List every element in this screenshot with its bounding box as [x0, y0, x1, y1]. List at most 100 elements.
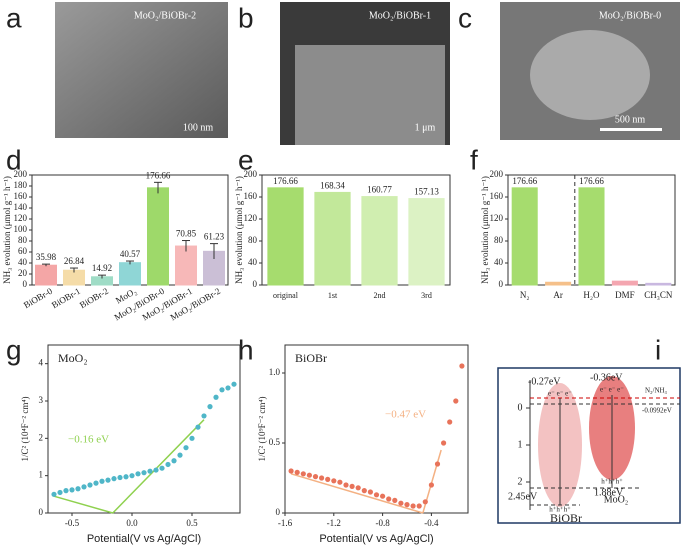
data-point: [165, 461, 171, 468]
band-label: -0.36eV: [590, 372, 623, 383]
value-label: 70.85: [176, 229, 197, 239]
y-axis-label: NH₃ evolution (μmol g⁻¹ h⁻¹): [2, 176, 12, 284]
panel-label: c: [458, 2, 472, 33]
data-point: [447, 419, 453, 425]
panel-label: a: [6, 2, 22, 33]
data-point: [312, 474, 319, 480]
annotation: −0.47 eV: [385, 409, 426, 421]
data-point: [87, 482, 93, 488]
data-point: [355, 485, 361, 491]
band-label: -0.27eV: [528, 376, 561, 387]
value-label: 61.23: [204, 232, 225, 242]
data-point: [57, 489, 63, 496]
sem-particle: [530, 30, 650, 120]
band-diagram: 0 1 2 -0.27eV -0.36eV N₂/NH₃ -0.0992eV 2…: [497, 367, 681, 525]
y-tick-label: 0: [23, 279, 28, 289]
data-point: [434, 461, 441, 467]
y-axis-label: 1/C² (10⁹F⁻² cm⁴): [257, 397, 267, 462]
x-axis-label: Potential(V vs Ag/AgCl): [87, 533, 201, 545]
x-tick-label: -1.2: [327, 518, 341, 528]
image-caption: MoO₂/BiOBr-1: [369, 10, 431, 21]
band-label: 2.45eV: [508, 491, 538, 502]
x-tick-label: BiOBr-0: [22, 286, 55, 311]
bar: [175, 245, 197, 286]
y-tick-label: 40: [18, 257, 28, 267]
x-tick-label: BiOBr-2: [78, 286, 110, 310]
data-point: [63, 488, 69, 494]
data-point: [123, 474, 129, 480]
data-point: [201, 413, 207, 419]
x-tick-label: Ar: [553, 290, 563, 300]
y-tick-label: 160: [490, 191, 504, 201]
bar: [611, 280, 638, 286]
holes: h⁺h⁺h⁺: [601, 478, 623, 486]
data-point: [398, 500, 404, 506]
y-tick-label: 1.0: [269, 367, 281, 377]
data-point: [75, 486, 81, 492]
data-point: [231, 381, 237, 387]
data-point: [325, 476, 331, 482]
x-tick-label: 3rd: [421, 291, 432, 300]
plot-frame: [284, 344, 469, 514]
data-point: [343, 482, 349, 488]
bar: [147, 187, 169, 286]
data-point: [459, 363, 465, 369]
x-tick-label: 0.0: [126, 518, 138, 528]
data-point: [361, 488, 367, 494]
energy-tick-label: 1: [518, 439, 523, 450]
x-tick-label: H₂O: [583, 290, 600, 300]
data-point: [288, 468, 294, 474]
y-tick-label: 1: [39, 470, 44, 480]
holes: h⁺h⁺h⁺: [549, 506, 571, 514]
y-tick-label: 180: [14, 180, 28, 190]
bar: [314, 191, 351, 286]
material-label: BiOBr: [550, 511, 582, 525]
electrons: e⁻ e⁻ e⁻: [548, 390, 572, 398]
data-point: [153, 467, 159, 473]
data-point: [195, 424, 201, 430]
x-tick-label: N₂: [520, 290, 530, 300]
energy-tick-label: 2: [518, 476, 523, 487]
data-point: [159, 465, 165, 471]
value-label: 176.66: [579, 176, 604, 186]
y-tick-label: 200: [14, 169, 28, 179]
data-point: [422, 499, 428, 505]
fit-line: [290, 473, 424, 514]
data-point: [135, 471, 141, 477]
x-tick-label: 2nd: [374, 291, 386, 300]
y-tick-label: 0: [39, 507, 44, 517]
bar: [511, 187, 538, 286]
bar: [545, 281, 572, 286]
y-tick-label: 120: [490, 213, 504, 223]
panel-label: f: [470, 144, 478, 175]
x-axis-label: Potential(V vs Ag/AgCl): [319, 533, 433, 545]
data-point: [225, 385, 231, 391]
bar: [267, 187, 304, 286]
x-tick-label: CH₃CN: [644, 290, 673, 300]
plot-frame: [47, 344, 241, 514]
x-tick-label: -0.4: [424, 518, 439, 528]
panel-label: b: [238, 2, 254, 33]
data-point: [51, 491, 57, 497]
data-point: [99, 478, 105, 484]
y-tick-label: 4: [39, 358, 44, 368]
y-tick-label: 3: [39, 395, 44, 405]
bar: [645, 282, 672, 286]
value-label: 176.66: [512, 176, 537, 186]
x-tick-label: original: [273, 291, 299, 300]
bar: [408, 198, 445, 286]
data-point: [129, 473, 135, 479]
x-tick-label: 0.5: [186, 518, 198, 528]
y-axis-label: NH₃ evolution (μmol g⁻¹ h⁻¹): [234, 176, 244, 284]
data-point: [294, 469, 300, 475]
bar: [361, 196, 398, 286]
y-tick-label: 0: [276, 507, 281, 517]
band-label: 1.88eV: [594, 487, 624, 498]
y-tick-label: 40: [494, 257, 504, 267]
y-tick-label: 20: [18, 268, 28, 278]
bar: [119, 262, 141, 286]
data-point: [111, 476, 117, 482]
scale-bar: [600, 128, 662, 131]
data-point: [306, 472, 312, 478]
